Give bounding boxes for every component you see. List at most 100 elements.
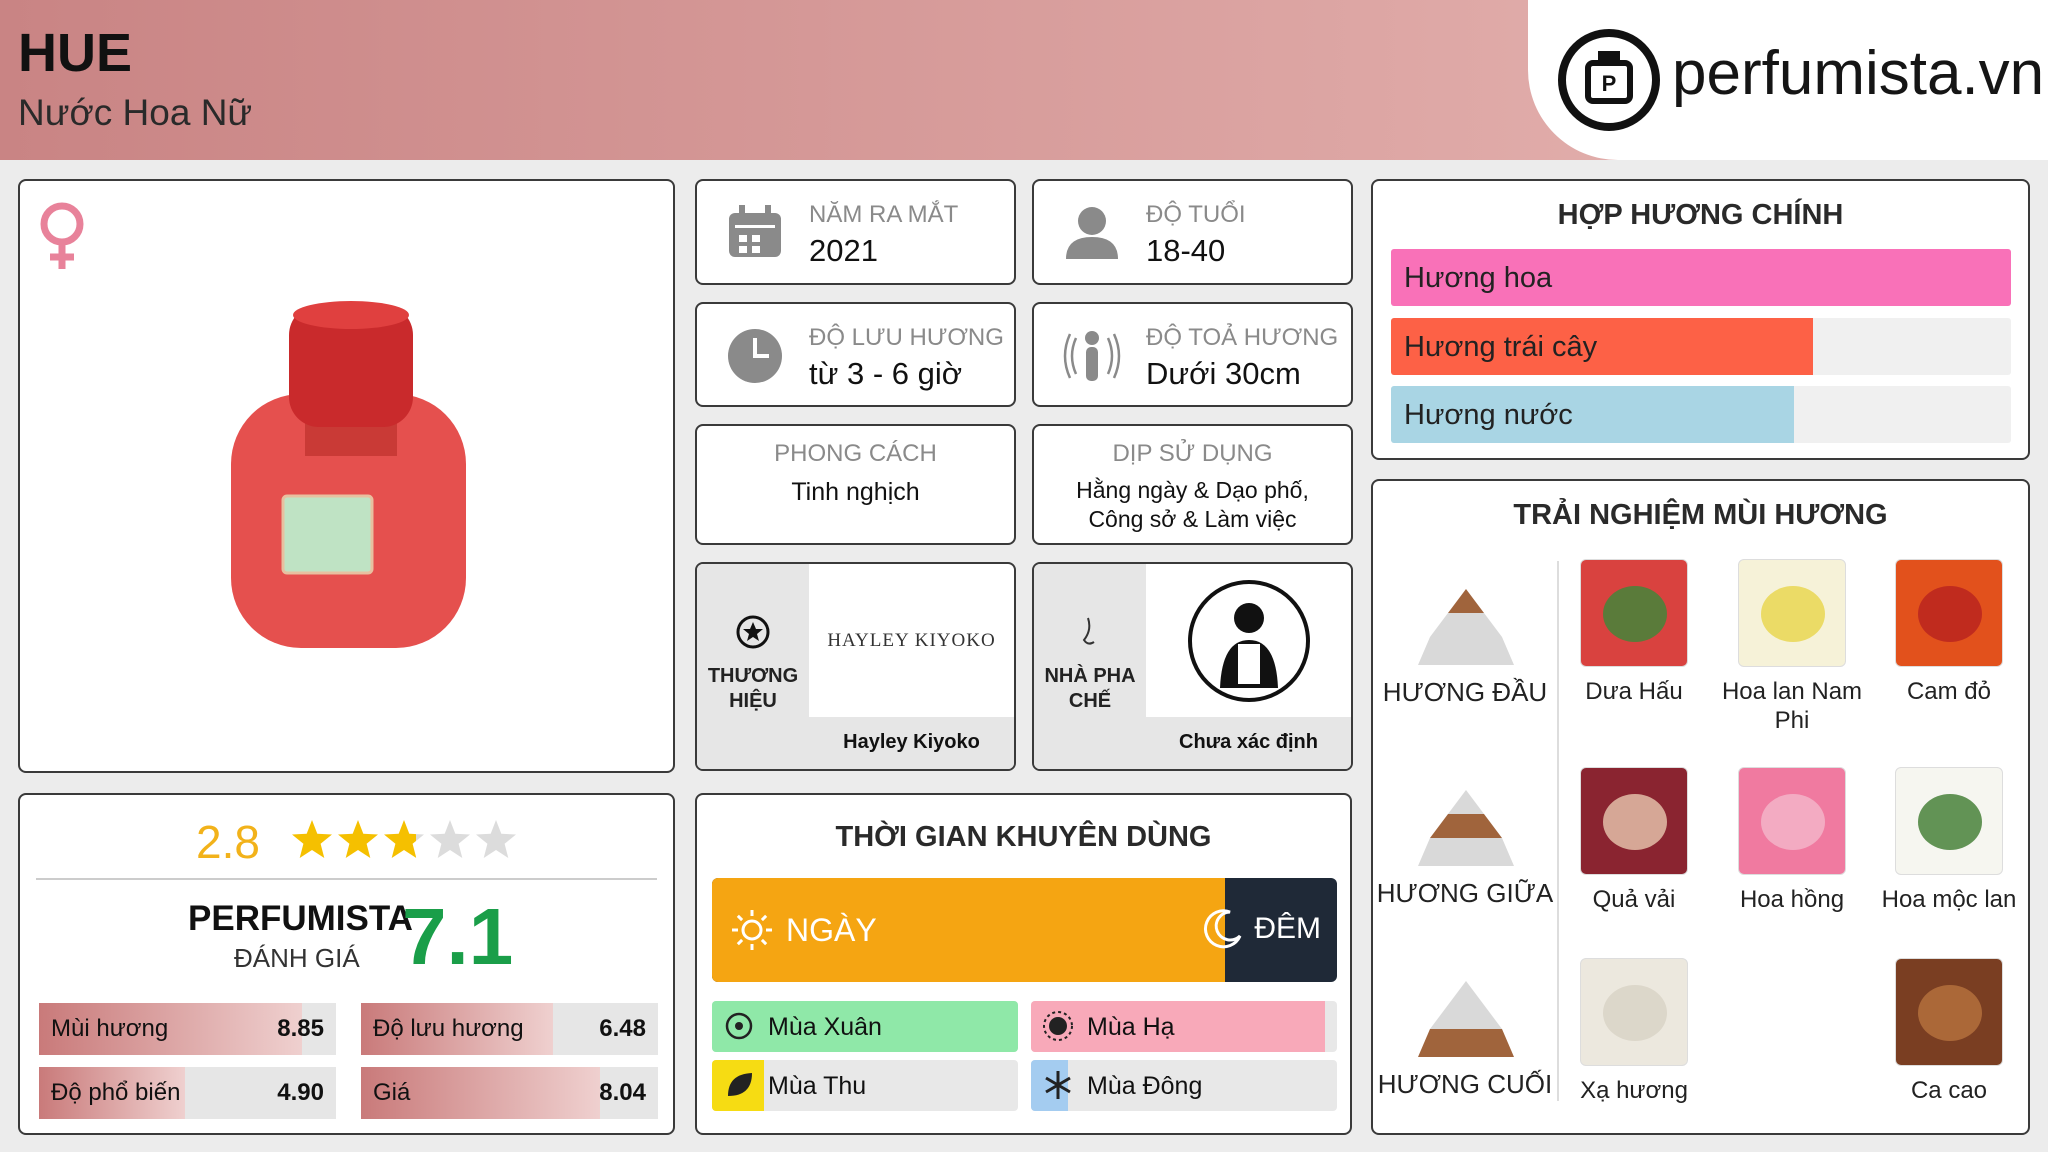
star-score: 2.8 [196, 816, 260, 868]
icon-part [1082, 617, 1095, 645]
note-name: Quả vải [1592, 886, 1676, 913]
icon-part [760, 914, 768, 922]
season-name: Mùa Hạ [1087, 1013, 1175, 1041]
note-image [1895, 559, 2003, 667]
info-card: ĐỘ LƯU HƯƠNG từ 3 - 6 giờ [695, 302, 1016, 407]
perfumer-label: NHÀ PHA CHẾ [1044, 665, 1136, 712]
icon-part [725, 1012, 753, 1040]
season-bar [1031, 1001, 1325, 1052]
season-bg: Mùa Đông [1031, 1060, 1337, 1111]
season-bg: Mùa Thu [712, 1060, 1018, 1111]
info-value: Dưới 30cm [1146, 356, 1301, 391]
note-name: Cam đỏ [1906, 678, 1992, 705]
side [697, 564, 809, 769]
header: HUE Nước Hoa Nữ P perfumista.vn [0, 0, 2048, 160]
brand-logo: HAYLEY KIYOKO [827, 630, 996, 651]
icon-part [1234, 603, 1264, 633]
info-value: 18-40 [1146, 233, 1226, 268]
season-bar [712, 1001, 1018, 1052]
accord-bg: Hương trái cây [1391, 318, 2011, 375]
perfumista-label: PERFUMISTA [188, 899, 413, 938]
note-name: Ca cao [1910, 1077, 1988, 1104]
accord-name: Hương trái cây [1404, 331, 1598, 363]
info-label: ĐỘ TOẢ HƯƠNG [1146, 324, 1339, 351]
icon [732, 910, 772, 950]
note-image-detail [1918, 985, 1982, 1041]
accord-bg: Hương hoa [1391, 249, 2011, 306]
icon [1188, 580, 1310, 702]
icon [292, 820, 516, 858]
score-name: Độ phổ biến [51, 1079, 181, 1106]
note-image-detail [1603, 586, 1667, 642]
icon-part [736, 615, 770, 649]
info-value: từ 3 - 6 giờ [809, 356, 963, 391]
season-name: Mùa Xuân [768, 1013, 882, 1041]
info-value: 2021 [809, 233, 878, 268]
note-image [1580, 767, 1688, 875]
tier-name: HƯƠNG GIỮA [1376, 878, 1554, 908]
day-night-bar: NGÀY ĐÊM [712, 878, 1337, 982]
icon-part [728, 1073, 752, 1096]
icon-part [1045, 1071, 1071, 1099]
notes-panel: TRẢI NGHIỆM MÙI HƯƠNG HƯƠNG ĐẦU Dưa Hấu Ho… [1371, 479, 2030, 1135]
info-card: DỊP SỬ DỤNG Hằng ngày & Dạo phố, Công sở … [1032, 424, 1353, 545]
icon [1418, 981, 1514, 1057]
icon-part [739, 235, 747, 242]
icon-part [739, 246, 747, 253]
season-name: Mùa Đông [1087, 1072, 1203, 1100]
icon-part [1204, 909, 1242, 949]
note-image-detail [1918, 586, 1982, 642]
accord-name: Hương hoa [1404, 262, 1553, 294]
icon-part [1066, 237, 1118, 259]
icon-part [1043, 1011, 1073, 1041]
icon [1418, 790, 1514, 866]
score-value: 8.04 [599, 1079, 646, 1106]
note-name: Hoa hồng [1739, 886, 1845, 913]
bottle-label [281, 494, 374, 575]
perfumer-name: Chưa xác định [1179, 731, 1318, 753]
icon [1066, 207, 1118, 259]
icon-part [1238, 644, 1260, 684]
note-image [1738, 559, 1846, 667]
season-name: Mùa Thu [768, 1072, 867, 1100]
icon-part [736, 938, 744, 946]
pyramid-tier [1430, 613, 1502, 637]
note-image [1580, 559, 1688, 667]
note-image-detail [1918, 794, 1982, 850]
star [384, 820, 424, 858]
time-panel: THỜI GIAN KHUYÊN DÙNG NGÀY ĐÊM Mùa Xuân Mùa… [695, 793, 1352, 1135]
icon-part [735, 1022, 743, 1030]
pyramid-tier [1430, 814, 1502, 838]
score-bar [39, 1067, 185, 1119]
pyramid-tier [1430, 1005, 1502, 1029]
icon-part [1085, 331, 1099, 345]
subtitle: Nước Hoa Nữ [18, 92, 253, 133]
accords-panel: HỢP HƯƠNG CHÍNH Hương hoa Hương trái cây H… [1371, 179, 2030, 460]
rating-panel: 2.8 PERFUMISTA ĐÁNH GIÁ 7.1 Mùi hương 8.8… [18, 793, 675, 1135]
icon-part [1063, 333, 1121, 379]
score-name: Độ lưu hương [373, 1015, 524, 1042]
star [476, 820, 516, 858]
tier-name: HƯƠNG ĐẦU [1382, 677, 1548, 707]
info-label: ĐỘ TUỔI [1146, 201, 1246, 228]
icon [1418, 589, 1514, 665]
pyramid-tier [1418, 637, 1514, 665]
divider [1557, 561, 1559, 1101]
note-image-detail [1761, 586, 1825, 642]
logo-icon: P [1558, 29, 1660, 131]
star [338, 820, 378, 858]
icon [1043, 1011, 1073, 1041]
star [292, 820, 332, 858]
product-image [40, 202, 466, 648]
note-name: Hoa lan Nam Phi [1721, 678, 1863, 734]
notes-title: TRẢI NGHIỆM MÙI HƯƠNG [1513, 499, 1888, 531]
note-image [1580, 958, 1688, 1066]
title: HUE [18, 23, 133, 83]
bottle-cap [289, 305, 413, 427]
info-label: PHONG CÁCH [774, 440, 937, 467]
side [1034, 564, 1146, 769]
score-value: 6.48 [599, 1015, 646, 1042]
icon [736, 615, 770, 649]
icon-part [735, 225, 775, 228]
